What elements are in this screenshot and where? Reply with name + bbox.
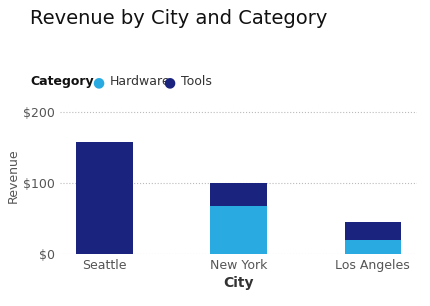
Bar <box>211 206 267 254</box>
Bar <box>77 142 133 254</box>
Text: Tools: Tools <box>181 75 212 88</box>
X-axis label: City: City <box>224 276 254 290</box>
Text: Category: Category <box>30 75 94 88</box>
Text: ●: ● <box>92 75 104 89</box>
Bar <box>344 222 401 240</box>
Bar <box>211 183 267 206</box>
Bar <box>344 240 401 254</box>
Y-axis label: Revenue: Revenue <box>6 149 19 203</box>
Text: ●: ● <box>163 75 175 89</box>
Text: Revenue by City and Category: Revenue by City and Category <box>30 9 328 28</box>
Text: Hardware: Hardware <box>110 75 170 88</box>
